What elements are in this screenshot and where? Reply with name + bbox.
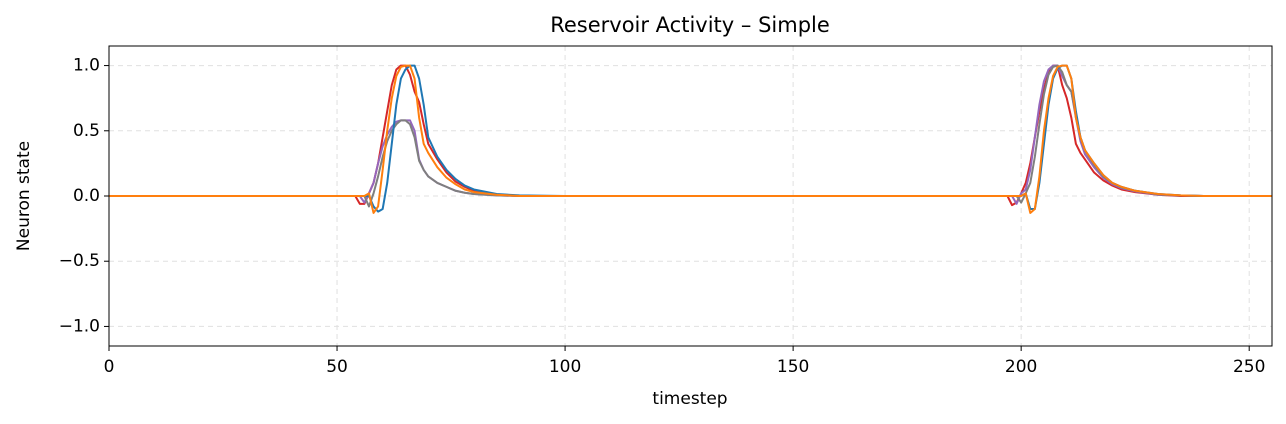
x-tick-label: 200 xyxy=(1005,357,1037,377)
x-tick-label: 150 xyxy=(777,357,809,377)
x-tick-label: 100 xyxy=(549,357,581,377)
y-tick-label: −0.5 xyxy=(59,251,100,271)
x-axis-label: timestep xyxy=(652,389,727,409)
plot-frame xyxy=(108,45,1273,347)
y-tick-label: 0.0 xyxy=(73,186,100,206)
x-tick-label: 50 xyxy=(326,357,348,377)
y-axis-label: Neuron state xyxy=(14,141,34,251)
series-line xyxy=(109,64,1272,214)
y-tick-label: 0.5 xyxy=(73,121,100,141)
x-tick-label: 0 xyxy=(104,357,115,377)
series-line xyxy=(109,64,1272,213)
y-tick-label: 1.0 xyxy=(73,56,100,76)
chart-title: Reservoir Activity – Simple xyxy=(550,13,830,37)
series-line xyxy=(109,64,1272,208)
series-line xyxy=(109,64,1272,207)
x-tick-label: 250 xyxy=(1233,357,1265,377)
y-tick-label: −1.0 xyxy=(59,316,100,336)
series-line xyxy=(109,64,1272,205)
